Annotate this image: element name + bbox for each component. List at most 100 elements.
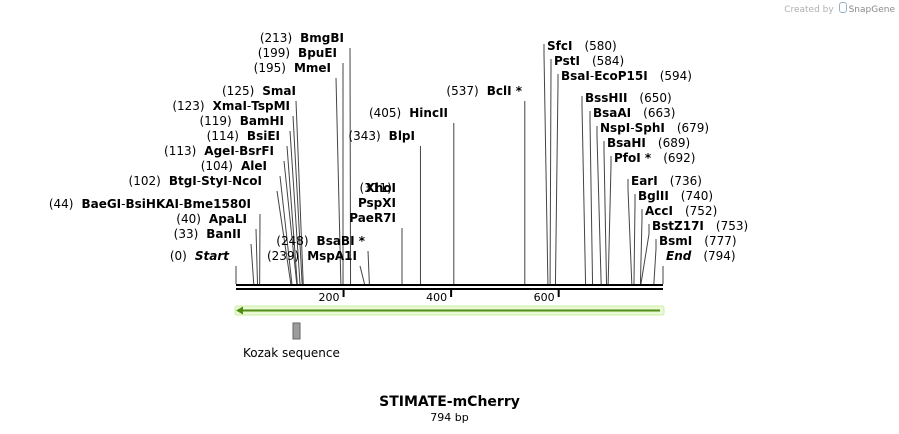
enzyme-label: BclI * [487,84,523,98]
snapgene-credit: Created by SnapGene [784,2,895,15]
site-position-label: (0) [170,249,187,263]
enzyme-separator: - [197,174,201,188]
site-position-label: (33) [174,227,199,241]
enzyme-label: PfoI * [614,151,652,165]
cut-site-line [589,111,594,285]
credit-brand: SnapGene [848,5,895,15]
site-position-label: (794) [703,249,735,263]
site-position-label: (689) [658,136,690,150]
orf-arrow-head [236,306,243,315]
cut-site-line [549,59,552,285]
site-position-label: (195) [254,61,286,75]
cut-site-line [276,190,292,285]
enzyme-label: AgeI [204,144,234,158]
enzyme-label: BamHI [240,114,284,128]
cut-site-line [640,224,650,285]
sequence-length: 794 bp [430,411,469,424]
site-position-label: (537) [446,84,478,98]
enzyme-label: BsaI [561,69,590,83]
site-position-label: (311) [359,181,391,195]
enzyme-label: BaeGI [81,197,121,211]
site-position-label: (736) [670,174,702,188]
enzyme-label: BanII [206,227,241,241]
cut-site-line [367,250,370,285]
cut-site-line [295,100,304,285]
enzyme-separator: - [590,69,594,83]
enzyme-label: ApaLI [209,212,247,226]
enzyme-label: PspXI [358,196,396,210]
axis-tick-label: 200 [319,291,340,304]
axis-tick-label: 400 [426,291,447,304]
enzyme-label: BpuEI [298,46,337,60]
site-position-label: (650) [639,91,671,105]
site-position-label: (239) [267,249,299,263]
enzyme-label: BstZ17I [652,219,704,233]
cut-site-line [283,160,298,285]
enzyme-label: BsmI [659,234,692,248]
enzyme-label: StyI [201,174,228,188]
site-position-label: (213) [260,31,292,45]
enzyme-label: BsiEI [247,129,280,143]
enzyme-label: BmgBI [300,31,344,45]
enzyme-label: MspA1I [307,249,357,263]
enzyme-label: SfcI [547,39,572,53]
enzyme-label: AleI [241,159,267,173]
sequence-end-label: End [666,249,692,263]
site-position-label: (663) [643,106,675,120]
site-position-label: (584) [592,54,624,68]
site-position-label: (123) [172,99,204,113]
sequence-end-label: Start [195,249,230,263]
cut-site-line [607,156,612,285]
snapgene-logo-icon [838,2,847,13]
backbone-top-strand [236,284,663,286]
enzyme-label: BglII [638,189,669,203]
enzyme-label: BlpI [389,129,415,143]
cut-site-line [639,209,643,285]
site-position-label: (752) [685,204,717,218]
enzyme-label: BsrFI [239,144,274,158]
enzyme-separator: - [228,174,232,188]
enzyme-separator: - [247,99,251,113]
enzyme-label: PaeR7I [349,211,396,225]
enzyme-label: BsaHI [607,136,646,150]
enzyme-label: XmaI [213,99,247,113]
site-position-label: (125) [222,84,254,98]
enzyme-label: BsaAI [593,106,631,120]
site-position-label: (692) [663,151,695,165]
site-position-label: (405) [369,106,401,120]
enzyme-separator: - [630,121,634,135]
site-position-label: (679) [677,121,709,135]
enzyme-label: HincII [409,106,448,120]
enzyme-label: BsiHKAI [126,197,180,211]
site-position-label: (777) [704,234,736,248]
cut-site-line [286,145,298,285]
enzyme-label: Bme1580I [183,197,251,211]
sequence-title: STIMATE-mCherry [379,394,520,410]
enzyme-label: TspMI [251,99,290,113]
cut-site-line [349,47,352,285]
cut-site-line [255,228,259,285]
enzyme-label: BssHII [585,91,627,105]
cut-site-line [633,194,636,285]
site-position-label: (343) [348,129,380,143]
site-position-label: (114) [207,129,239,143]
site-position-label: (40) [176,212,201,226]
site-position-label: (248) [276,234,308,248]
kozak-feature-box [292,322,301,340]
credit-prefix: Created by [784,5,834,15]
cut-site-line [279,175,293,285]
enzyme-label: BsaBI * [317,234,366,248]
cut-site-line [653,239,657,285]
enzyme-label: SphI [635,121,665,135]
enzyme-label: EarI [631,174,658,188]
cut-site-line [603,141,608,285]
axis-tick-label: 600 [534,291,555,304]
site-position-label: (753) [716,219,748,233]
cut-site-line [596,126,602,285]
enzyme-label: AccI [645,204,673,218]
enzyme-separator: - [235,144,239,158]
enzyme-label: SmaI [262,84,296,98]
enzyme-label: BtgI [169,174,197,188]
site-position-label: (594) [660,69,692,83]
